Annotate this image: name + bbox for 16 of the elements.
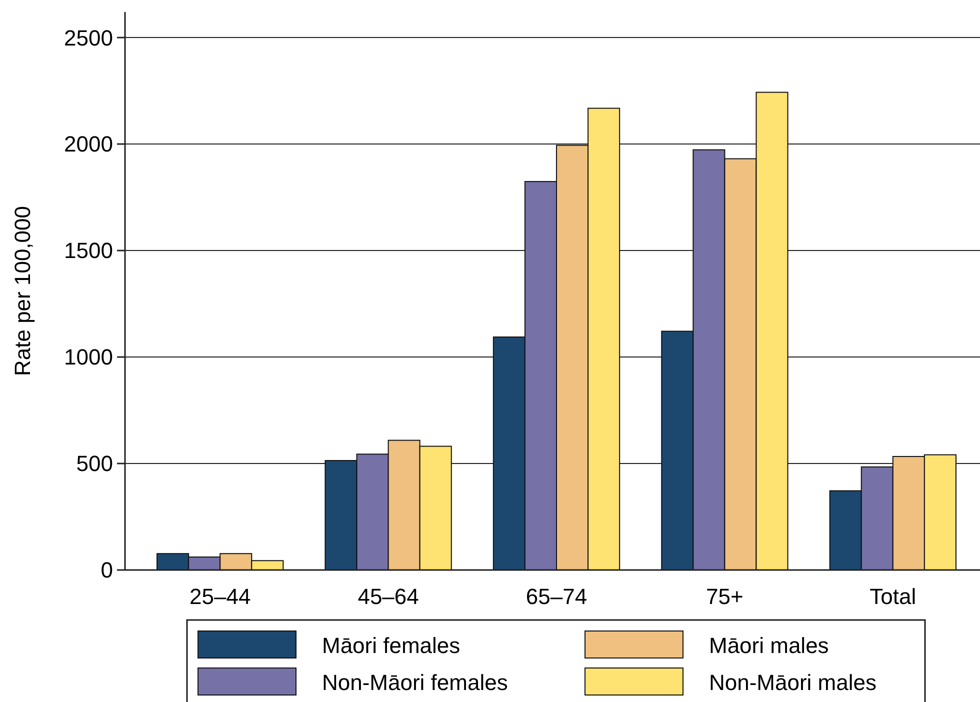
x-tick-label: 75+ bbox=[706, 584, 744, 609]
y-tick-label: 2000 bbox=[64, 132, 113, 157]
legend-label: Non-Māori females bbox=[322, 670, 508, 695]
y-tick-label: 0 bbox=[100, 558, 113, 583]
y-tick-label: 1000 bbox=[64, 344, 113, 370]
legend-label: Non-Māori males bbox=[709, 670, 876, 695]
y-tick-label: 2500 bbox=[64, 25, 113, 50]
y-tick-label: 500 bbox=[76, 451, 113, 476]
y-tick-label: 1500 bbox=[64, 238, 113, 264]
y-axis-title: Rate per 100,000 bbox=[10, 206, 35, 376]
x-tick-label: 65–74 bbox=[526, 584, 588, 609]
x-tick-label: 45–64 bbox=[358, 584, 419, 609]
x-tick-label: 25–44 bbox=[190, 584, 251, 609]
x-tick-label: Total bbox=[870, 584, 916, 609]
legend-label: Māori males bbox=[709, 633, 829, 658]
legend-label: Māori females bbox=[322, 633, 460, 658]
